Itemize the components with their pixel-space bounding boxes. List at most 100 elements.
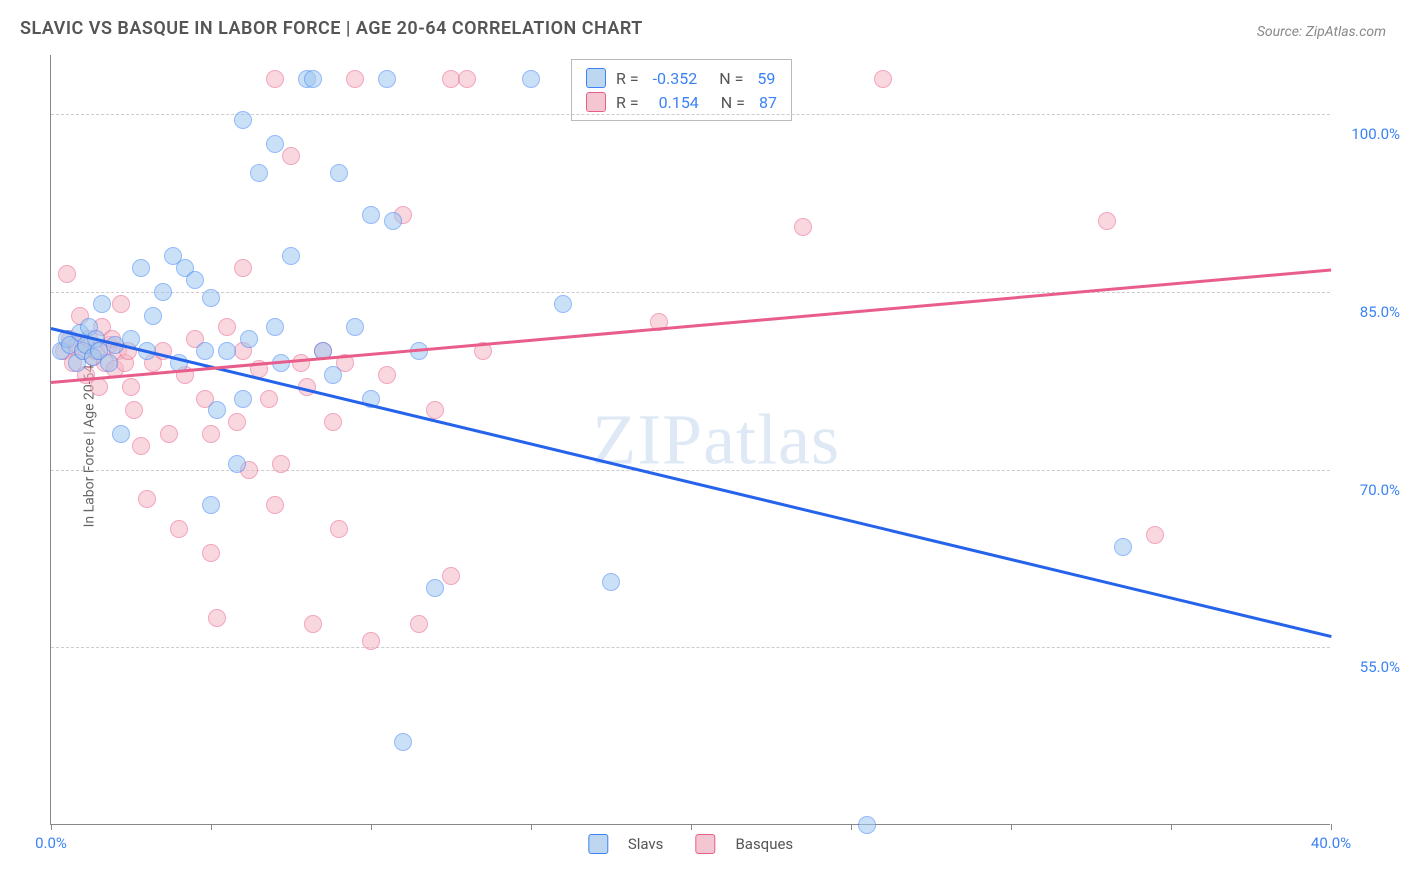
ytick-label: 55.0% [1340, 658, 1400, 676]
data-point-basques [794, 218, 812, 236]
data-point-basques [266, 70, 284, 88]
data-point-slavs [330, 164, 348, 182]
data-point-basques [266, 496, 284, 514]
n-value-basques: 87 [759, 93, 777, 112]
ytick-label: 85.0% [1340, 303, 1400, 321]
xtick-mark [851, 824, 852, 830]
legend-swatch-slavs [588, 834, 608, 854]
data-point-slavs [196, 342, 214, 360]
data-point-basques [125, 401, 143, 419]
data-point-slavs [602, 573, 620, 591]
data-point-basques [330, 520, 348, 538]
stats-box: R = -0.352 N = 59 R = 0.154 N = 87 [571, 59, 792, 121]
data-point-slavs [218, 342, 236, 360]
xtick-label: 40.0% [1311, 834, 1351, 852]
data-point-slavs [234, 390, 252, 408]
data-point-basques [58, 265, 76, 283]
chart-container: SLAVIC VS BASQUE IN LABOR FORCE | AGE 20… [0, 0, 1406, 892]
data-point-slavs [250, 164, 268, 182]
chart-source: Source: ZipAtlas.com [1257, 24, 1386, 40]
data-point-basques [208, 609, 226, 627]
data-point-basques [260, 390, 278, 408]
data-point-basques [160, 425, 178, 443]
data-point-basques [362, 632, 380, 650]
data-point-basques [112, 295, 130, 313]
data-point-basques [458, 70, 476, 88]
r-label-basques: R = [616, 93, 639, 112]
gridline-y [51, 647, 1330, 648]
n-label-basques: N = [721, 93, 745, 112]
data-point-slavs [522, 70, 540, 88]
stats-row-slavs: R = -0.352 N = 59 [586, 66, 777, 90]
data-point-basques [90, 378, 108, 396]
data-point-basques [218, 318, 236, 336]
data-point-basques [378, 366, 396, 384]
data-point-basques [282, 147, 300, 165]
gridline-y [51, 292, 1330, 293]
data-point-slavs [100, 354, 118, 372]
data-point-slavs [186, 271, 204, 289]
n-label-slavs: N = [719, 69, 743, 88]
xtick-mark [1171, 824, 1172, 830]
xtick-label: 0.0% [35, 834, 67, 852]
data-point-slavs [202, 496, 220, 514]
data-point-basques [272, 455, 290, 473]
legend-label-basques: Basques [735, 835, 793, 853]
data-point-slavs [282, 247, 300, 265]
data-point-slavs [554, 295, 572, 313]
data-point-basques [874, 70, 892, 88]
xtick-mark [51, 824, 52, 830]
data-point-slavs [234, 111, 252, 129]
xtick-mark [1331, 824, 1332, 830]
data-point-basques [324, 413, 342, 431]
data-point-basques [132, 437, 150, 455]
data-point-slavs [858, 816, 876, 834]
xtick-mark [371, 824, 372, 830]
swatch-slavs [586, 68, 606, 88]
r-value-slavs: -0.352 [653, 69, 698, 88]
data-point-slavs [202, 289, 220, 307]
r-value-basques: 0.154 [659, 93, 699, 112]
data-point-basques [304, 615, 322, 633]
data-point-basques [170, 520, 188, 538]
xtick-mark [531, 824, 532, 830]
xtick-mark [1011, 824, 1012, 830]
data-point-slavs [154, 283, 172, 301]
data-point-basques [202, 425, 220, 443]
data-point-slavs [144, 307, 162, 325]
data-point-basques [138, 490, 156, 508]
xtick-mark [211, 824, 212, 830]
data-point-slavs [132, 259, 150, 277]
data-point-slavs [362, 206, 380, 224]
data-point-basques [122, 378, 140, 396]
data-point-basques [202, 544, 220, 562]
data-point-basques [1098, 212, 1116, 230]
data-point-slavs [228, 455, 246, 473]
legend-swatch-basques [695, 834, 715, 854]
data-point-basques [234, 259, 252, 277]
data-point-slavs [112, 425, 130, 443]
data-point-slavs [208, 401, 226, 419]
data-point-slavs [93, 295, 111, 313]
data-point-slavs [240, 330, 258, 348]
plot-area: ZIPatlas R = -0.352 N = 59 R = 0.154 N =… [50, 55, 1330, 825]
data-point-basques [410, 615, 428, 633]
n-value-slavs: 59 [757, 69, 775, 88]
ytick-label: 100.0% [1340, 125, 1400, 143]
chart-title: SLAVIC VS BASQUE IN LABOR FORCE | AGE 20… [20, 18, 643, 39]
data-point-slavs [426, 579, 444, 597]
data-point-slavs [266, 318, 284, 336]
data-point-basques [292, 354, 310, 372]
data-point-basques [346, 70, 364, 88]
data-point-slavs [394, 733, 412, 751]
ytick-label: 70.0% [1340, 481, 1400, 499]
data-point-slavs [324, 366, 342, 384]
data-point-slavs [346, 318, 364, 336]
legend: Slavs Basques [588, 834, 793, 854]
data-point-slavs [384, 212, 402, 230]
r-label-slavs: R = [616, 69, 639, 88]
data-point-basques [426, 401, 444, 419]
trend-line-slavs [51, 327, 1332, 637]
swatch-basques [586, 92, 606, 112]
xtick-mark [691, 824, 692, 830]
